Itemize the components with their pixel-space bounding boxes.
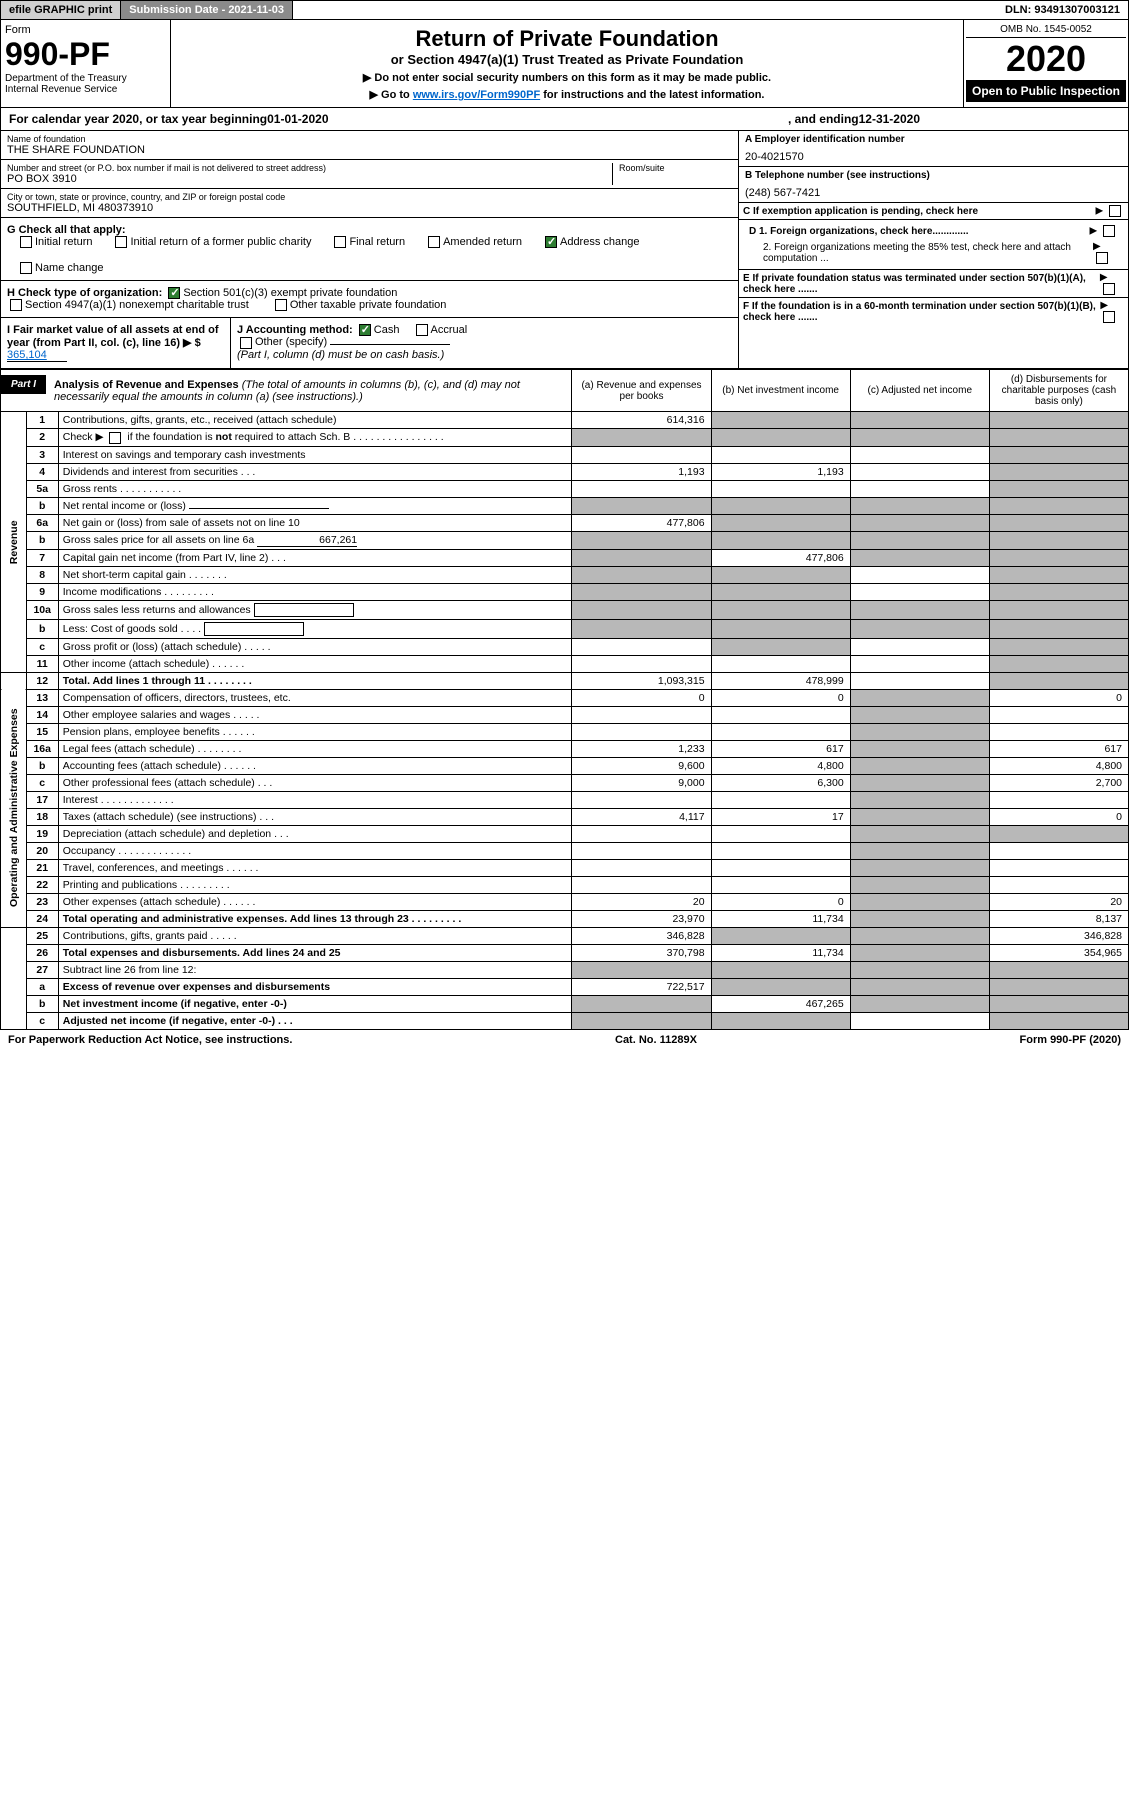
- open-public: Open to Public Inspection: [966, 80, 1126, 102]
- g-initial-former[interactable]: [115, 236, 127, 248]
- form-number: 990-PF: [5, 36, 166, 73]
- g-name-change[interactable]: [20, 262, 32, 274]
- form-ref: Form 990-PF (2020): [1020, 1034, 1122, 1046]
- h-4947[interactable]: [10, 299, 22, 311]
- j-note: (Part I, column (d) must be on cash basi…: [237, 349, 444, 361]
- g-initial-return[interactable]: [20, 236, 32, 248]
- note-link: ▶ Go to www.irs.gov/Form990PF for instru…: [177, 88, 957, 101]
- city: SOUTHFIELD, MI 480373910: [7, 202, 732, 214]
- top-bar: efile GRAPHIC print Submission Date - 20…: [0, 0, 1129, 20]
- e-check[interactable]: [1103, 283, 1115, 295]
- g-check-row: G Check all that apply: Initial return I…: [1, 218, 738, 281]
- g-address-change[interactable]: [545, 236, 557, 248]
- cat-no: Cat. No. 11289X: [615, 1034, 697, 1046]
- revenue-label: Revenue: [1, 412, 27, 672]
- ein: 20-4021570: [745, 145, 1122, 163]
- irs: Internal Revenue Service: [5, 84, 166, 95]
- form-subtitle: or Section 4947(a)(1) Trust Treated as P…: [177, 52, 957, 67]
- address: PO BOX 3910: [7, 173, 612, 185]
- footer: For Paperwork Reduction Act Notice, see …: [0, 1030, 1129, 1050]
- j-other[interactable]: [240, 337, 252, 349]
- h-other[interactable]: [275, 299, 287, 311]
- d1-label: D 1. Foreign organizations, check here..…: [749, 226, 969, 237]
- c-label: C If exemption application is pending, c…: [743, 206, 978, 217]
- part1-tag: Part I: [1, 375, 46, 394]
- expenses-label: Operating and Administrative Expenses: [1, 689, 27, 927]
- fmv-value[interactable]: 365,104: [7, 349, 67, 362]
- efile-print-button[interactable]: efile GRAPHIC print: [1, 1, 121, 19]
- form-title: Return of Private Foundation: [177, 26, 957, 52]
- telephone: (248) 567-7421: [745, 181, 1122, 199]
- f-label: F If the foundation is in a 60-month ter…: [743, 301, 1100, 323]
- part1-table: Part I Analysis of Revenue and Expenses …: [0, 369, 1129, 1029]
- col-d: (d) Disbursements for charitable purpose…: [989, 370, 1128, 412]
- col-b: (b) Net investment income: [711, 370, 850, 412]
- i-label: I Fair market value of all assets at end…: [7, 324, 219, 349]
- j-accrual[interactable]: [416, 324, 428, 336]
- addr-label: Number and street (or P.O. box number if…: [7, 163, 612, 173]
- tax-year: 2020: [966, 38, 1126, 80]
- dept: Department of the Treasury: [5, 73, 166, 84]
- j-cash[interactable]: [359, 324, 371, 336]
- f-check[interactable]: [1103, 311, 1115, 323]
- omb-number: OMB No. 1545-0052: [966, 22, 1126, 38]
- col-a: (a) Revenue and expenses per books: [572, 370, 711, 412]
- c-check[interactable]: [1109, 205, 1121, 217]
- paperwork-notice: For Paperwork Reduction Act Notice, see …: [8, 1034, 292, 1046]
- g-amended[interactable]: [428, 236, 440, 248]
- e-label: E If private foundation status was termi…: [743, 273, 1100, 295]
- form-header: Form 990-PF Department of the Treasury I…: [0, 20, 1129, 108]
- j-label: J Accounting method:: [237, 324, 353, 336]
- name-label: Name of foundation: [7, 134, 732, 144]
- d2-label: 2. Foreign organizations meeting the 85%…: [749, 242, 1093, 264]
- calendar-year-row: For calendar year 2020, or tax year begi…: [0, 108, 1129, 131]
- h-501c3[interactable]: [168, 287, 180, 299]
- a-label: A Employer identification number: [745, 134, 1122, 145]
- g-final[interactable]: [334, 236, 346, 248]
- form-label: Form: [5, 24, 166, 36]
- h-check-row: H Check type of organization: Section 50…: [1, 281, 738, 318]
- b-label: B Telephone number (see instructions): [745, 170, 1122, 181]
- city-label: City or town, state or province, country…: [7, 192, 732, 202]
- room-label: Room/suite: [619, 163, 732, 173]
- form990pf-link[interactable]: www.irs.gov/Form990PF: [413, 89, 540, 101]
- dln: DLN: 93491307003121: [997, 1, 1128, 19]
- foundation-info: Name of foundation THE SHARE FOUNDATION …: [0, 131, 1129, 369]
- note-ssn: ▶ Do not enter social security numbers o…: [177, 71, 957, 84]
- submission-date: Submission Date - 2021-11-03: [121, 1, 293, 19]
- d2-check[interactable]: [1096, 252, 1108, 264]
- d1-check[interactable]: [1103, 225, 1115, 237]
- col-c: (c) Adjusted net income: [850, 370, 989, 412]
- foundation-name: THE SHARE FOUNDATION: [7, 144, 732, 156]
